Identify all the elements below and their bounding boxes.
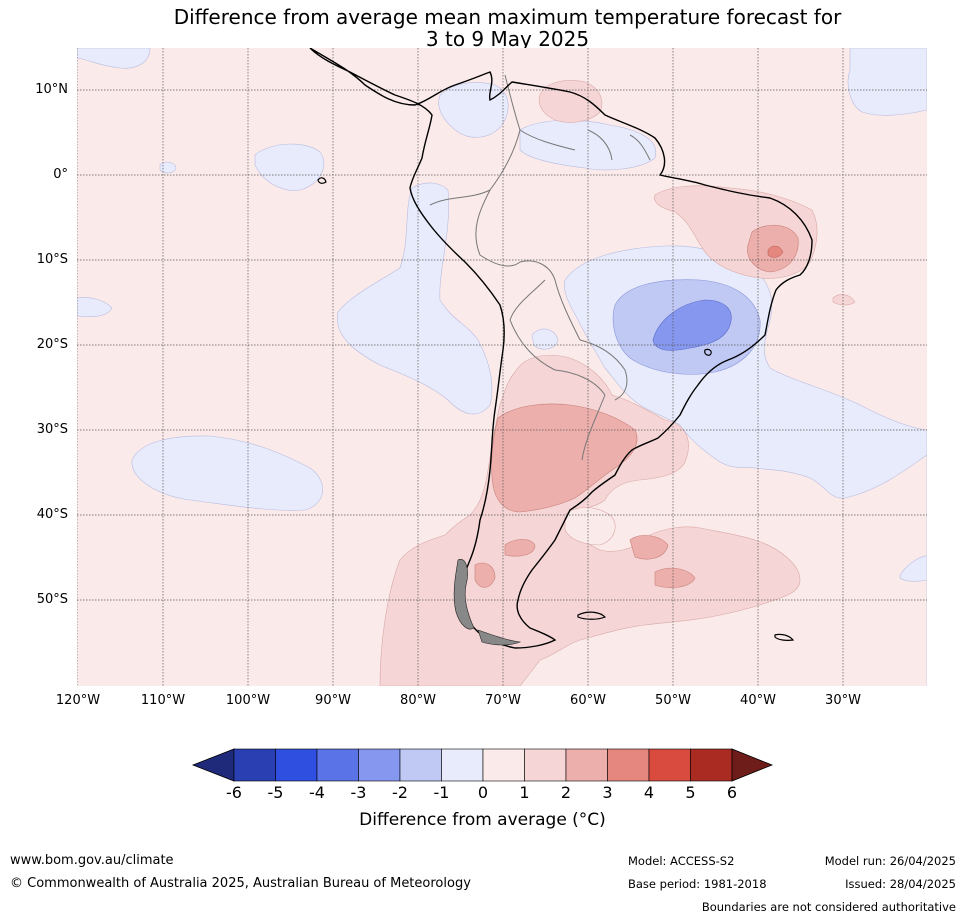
colorbar-tick-label: -2 <box>392 783 408 802</box>
footer-issued: Issued: 28/04/2025 <box>845 877 956 891</box>
colorbar-cell <box>275 748 318 782</box>
lat-label-20s: 20°S <box>36 337 68 352</box>
lat-label-10n: 10°N <box>35 82 68 97</box>
footer-model-run: Model run: 26/04/2025 <box>824 854 956 868</box>
lon-label-30w: 30°W <box>825 693 861 708</box>
lon-label-80w: 80°W <box>400 693 436 708</box>
colorbar-tick-label: 2 <box>560 783 572 802</box>
lon-label-90w: 90°W <box>315 693 351 708</box>
colorbar-cell <box>316 748 359 782</box>
colorbar-cell <box>648 748 691 782</box>
lat-label-30s: 30°S <box>36 422 68 437</box>
colorbar-tick-label: -3 <box>350 783 367 802</box>
lon-label-50w: 50°W <box>655 693 691 708</box>
lon-label-100w: 100°W <box>225 693 271 708</box>
colorbar-cell <box>524 748 567 782</box>
country-borders <box>429 74 651 461</box>
south-america-coastline <box>309 48 813 649</box>
lon-label-120w: 120°W <box>55 693 101 708</box>
lon-label-60w: 60°W <box>570 693 606 708</box>
lat-label-10s: 10°S <box>36 252 68 267</box>
colorbar-tick-label: 0 <box>477 783 489 802</box>
lon-label-40w: 40°W <box>740 693 776 708</box>
footer-copyright: © Commonwealth of Australia 2025, Austra… <box>10 876 471 891</box>
colorbar-cell <box>565 748 608 782</box>
colorbar-cell <box>441 748 484 782</box>
map-title-line-1: Difference from average mean maximum tem… <box>173 5 842 29</box>
colorbar-cell <box>358 748 401 782</box>
colorbar-tick-label: -5 <box>267 783 284 802</box>
colorbar-cell <box>399 748 442 782</box>
patagonia-fjords <box>453 559 522 646</box>
colorbar-cell <box>690 748 733 782</box>
colorbar-cell <box>607 748 650 782</box>
warm-anomaly-3-4-spot <box>767 245 784 258</box>
colorbar-arrow-high <box>731 748 774 782</box>
islands <box>317 177 795 641</box>
footer-disclaimer: Boundaries are not considered authoritat… <box>701 900 956 914</box>
footer-website: www.bom.gov.au/climate <box>10 853 174 868</box>
colorbar-tick-label: 3 <box>602 783 613 802</box>
colorbar-cell <box>482 748 525 782</box>
colorbar-tick-label: -1 <box>433 783 450 802</box>
lon-label-70w: 70°W <box>485 693 521 708</box>
lat-label-50s: 50°S <box>36 592 68 607</box>
colorbar-tick-label: -6 <box>226 783 242 802</box>
colorbar-tick-label: 6 <box>726 783 738 802</box>
graticule <box>77 48 927 686</box>
map-title-line-2: 3 to 9 May 2025 <box>425 27 590 51</box>
colorbar-tick-label: 5 <box>685 783 696 802</box>
colorbar-tick-label: -4 <box>309 783 325 802</box>
colorbar-cell <box>233 748 276 782</box>
footer-base-period: Base period: 1981-2018 <box>628 877 767 891</box>
colorbar-label: Difference from average (°C) <box>359 810 606 830</box>
cool-anomaly-2-3-region <box>652 299 732 351</box>
colorbar-tick-label: 1 <box>519 783 530 802</box>
colorbar-arrow-low <box>191 748 235 782</box>
lon-label-110w: 110°W <box>140 693 186 708</box>
footer-model: Model: ACCESS-S2 <box>628 854 735 868</box>
lat-label-0: 0° <box>53 167 68 182</box>
lat-label-40s: 40°S <box>36 507 68 522</box>
colorbar-tick-label: 4 <box>643 783 655 802</box>
